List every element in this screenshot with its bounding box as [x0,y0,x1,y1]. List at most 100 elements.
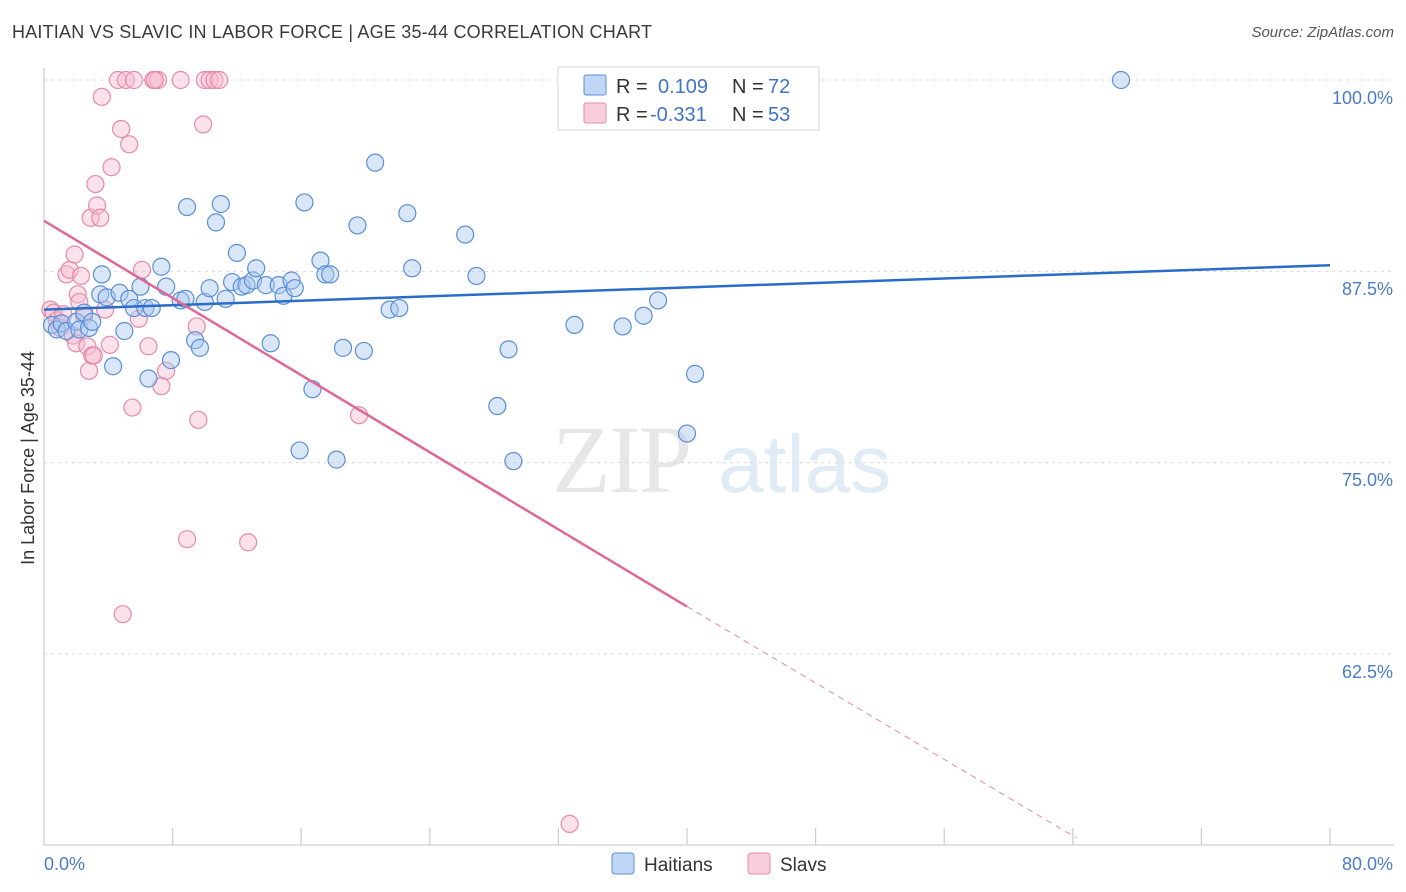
slavs-point-10 [68,285,87,304]
haitians-point-59 [398,204,417,223]
haitians-point-32 [211,194,230,214]
legend-r-value-haitians: 0.109 [658,76,708,98]
x-tick-label-max: 80.0% [1342,854,1393,874]
haitians-points [42,70,1131,471]
haitians-point-47 [295,193,314,212]
haitians-point-33 [216,289,235,308]
slavs-point-31 [124,70,144,90]
slavs-point-22 [92,87,111,106]
haitians-point-21 [152,257,171,276]
haitians-point-55 [354,341,373,361]
slavs-point-38 [157,361,176,380]
y-tick-label-100: 100.0% [1332,88,1393,108]
series-legend-swatch-haitians [611,852,635,875]
series-legend: Haitians Slavs [611,852,826,876]
haitians-point-60 [403,259,422,278]
haitians-point-30 [200,279,219,298]
slavs-point-44 [195,70,214,90]
watermark: ZIP atlas [552,406,891,513]
haitians-point-46 [290,441,309,460]
legend-swatch-slavs [583,102,607,124]
slavs-point-32 [129,309,148,328]
haitians-point-10 [92,265,111,284]
legend-n-value-slavs: 53 [768,104,790,126]
slavs-point-29 [120,135,139,154]
slavs-trend-line-extension [686,606,1077,839]
slavs-point-40 [177,530,197,549]
trend-lines [43,219,1331,839]
slavs-point-41 [187,317,206,336]
y-tick-label-62-5: 62.5% [1342,662,1393,682]
haitians-point-19 [139,369,158,388]
haitians-point-62 [467,266,486,286]
haitians-point-52 [327,450,346,469]
haitians-point-68 [634,306,653,325]
slavs-point-45 [200,70,219,90]
legend-r-value-slavs: -0.331 [650,104,707,126]
haitians-point-26 [177,197,197,217]
haitians-point-41 [261,334,280,353]
source-attribution: Source: ZipAtlas.com [1251,24,1394,41]
haitians-point-29 [195,292,214,312]
stats-legend: R = 0.109 N = 72 R = -0.331 N = 53 [557,66,820,131]
haitians-point-8 [83,312,102,331]
slavs-point-43 [194,115,213,134]
y-tick-label-75: 75.0% [1342,470,1393,490]
legend-n-value-haitians: 72 [768,76,790,98]
haitians-point-35 [227,243,246,263]
haitians-point-70 [677,424,697,443]
haitians-point-40 [256,276,275,295]
haitians-point-65 [504,452,523,471]
gridlines [44,79,1394,655]
haitians-point-37 [237,276,256,295]
slavs-point-12 [71,266,91,286]
haitians-point-72 [1111,70,1131,90]
haitians-point-18 [136,298,155,318]
haitians-point-12 [104,357,123,376]
slavs-point-27 [112,119,131,139]
y-tick-label-87-5: 87.5% [1342,279,1393,299]
legend-n-label-haitians: N = [732,76,764,98]
haitians-point-23 [161,351,181,370]
y-tick-labels: 100.0% 87.5% 75.0% 62.5% [1332,88,1393,682]
haitians-point-17 [131,277,150,296]
slavs-points [41,70,579,834]
slavs-point-47 [210,70,229,90]
slavs-point-39 [171,70,190,90]
haitians-point-66 [565,315,584,335]
legend-r-label-slavs: R = [616,104,648,126]
haitians-point-63 [488,396,507,416]
x-tick-label-min: 0.0% [44,854,85,874]
slavs-point-48 [239,533,258,552]
haitians-point-50 [316,265,335,284]
haitians-point-64 [499,340,518,359]
haitians-point-54 [348,216,367,235]
haitians-point-49 [311,251,330,270]
slavs-point-24 [100,335,120,354]
series-legend-label-slavs: Slavs [780,855,826,876]
slavs-point-14 [78,337,97,356]
legend-r-label-haitians: R = [616,76,648,98]
haitians-point-14 [115,321,134,341]
legend-swatch-haitians [583,74,607,96]
watermark-atlas: atlas [718,419,891,510]
haitians-point-13 [110,283,129,302]
haitians-point-34 [222,272,242,292]
haitians-point-69 [648,291,668,310]
slavs-point-30 [123,398,142,417]
haitians-point-56 [366,153,385,172]
chart-title: HAITIAN VS SLAVIC IN LABOR FORCE | AGE 3… [12,22,653,42]
slavs-trend-line [43,219,688,608]
haitians-point-51 [321,265,340,284]
slavs-point-8 [65,245,84,264]
haitians-point-28 [190,338,210,357]
haitians-point-45 [285,279,304,298]
watermark-zip: ZIP [552,406,690,513]
slavs-point-18 [84,346,103,365]
slavs-point-19 [86,174,105,194]
haitians-trend-line [43,263,1331,311]
series-legend-swatch-slavs [747,852,771,875]
haitians-point-58 [390,298,409,318]
slavs-point-50 [113,605,132,624]
